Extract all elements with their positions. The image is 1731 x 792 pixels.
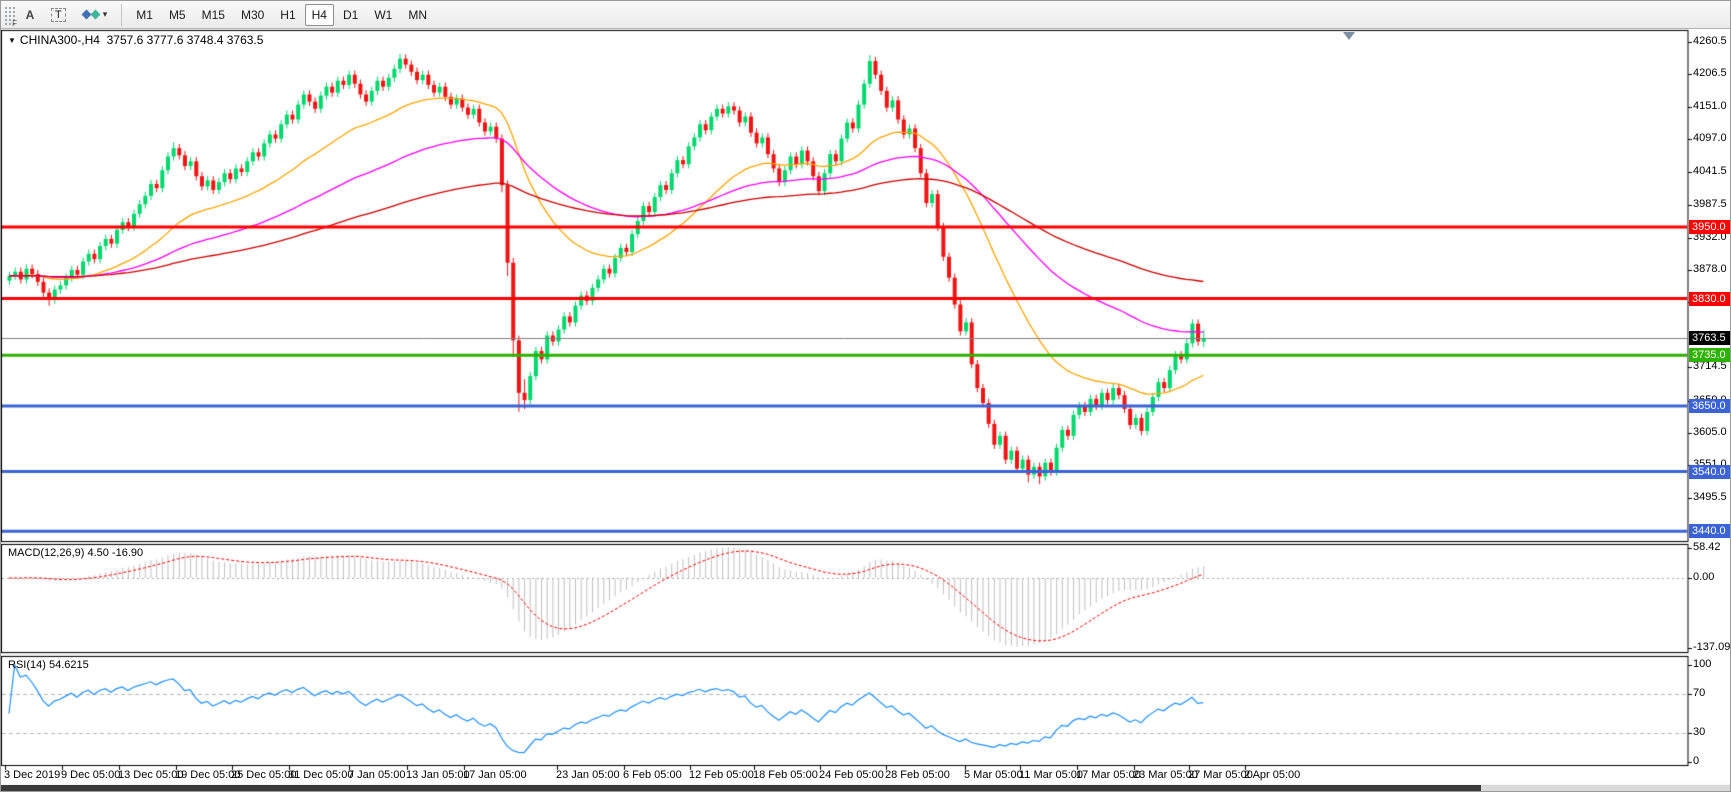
price-line-badge: 3540.0 xyxy=(1689,465,1730,479)
rsi-axis-tick: 100 xyxy=(1693,658,1712,670)
x-axis-label: 5 Mar 05:00 xyxy=(964,769,1023,781)
x-axis-label: 3 Dec 2019 xyxy=(4,769,61,781)
y-axis-tick: 3987.5 xyxy=(1693,198,1727,210)
current-price-badge: 3763.5 xyxy=(1689,331,1730,345)
y-axis-tick: 3932.0 xyxy=(1693,231,1727,243)
x-axis-label: 27 Mar 05:00 xyxy=(1188,769,1253,781)
x-axis-label: 17 Mar 05:00 xyxy=(1076,769,1141,781)
timeframe-button-m30[interactable]: M30 xyxy=(240,7,265,22)
macd-axis-tick: 58.42 xyxy=(1693,541,1721,553)
y-axis-tick: 3605.0 xyxy=(1693,426,1727,438)
x-axis-label: 11 Mar 05:00 xyxy=(1019,769,1084,781)
price-line-badge: 3735.0 xyxy=(1689,348,1730,362)
timeframe-button-h4[interactable]: H4 xyxy=(304,3,334,26)
symbol-period-label: CHINA300-,H4 xyxy=(19,33,100,47)
chart-toolbar: F A T ▾ M1 M5 M15 M30 H1 H4 D1 W1 MN xyxy=(1,1,1730,29)
panel-splitter[interactable] xyxy=(1,652,1688,656)
chart-title[interactable]: ▼ CHINA300-,H4 3757.6 3777.6 3748.4 3763.… xyxy=(8,33,263,47)
x-axis-label: 13 Jan 05:00 xyxy=(406,769,470,781)
rsi-axis-tick: 70 xyxy=(1693,687,1706,699)
text-label-icon[interactable]: T xyxy=(44,4,73,26)
timeframe-button-m5[interactable]: M5 xyxy=(168,7,186,22)
x-axis-label: 6 Feb 05:00 xyxy=(623,769,682,781)
x-axis-label: 23 Mar 05:00 xyxy=(1133,769,1198,781)
font-icon[interactable]: A xyxy=(25,7,35,22)
y-axis-tick: 3878.0 xyxy=(1693,263,1727,275)
macd-axis-tick: -137.09 xyxy=(1693,641,1731,653)
toolbar-separator xyxy=(121,3,123,26)
x-axis-label: 18 Feb 05:00 xyxy=(753,769,818,781)
x-axis-label: 25 Dec 05:00 xyxy=(231,769,297,781)
timeframe-button-mn[interactable]: MN xyxy=(408,7,427,22)
timeframe-button-m1[interactable]: M1 xyxy=(136,7,153,22)
x-axis-label: 23 Jan 05:00 xyxy=(556,769,620,781)
y-axis-tick: 3714.5 xyxy=(1693,360,1727,372)
x-axis-label: 12 Feb 05:00 xyxy=(689,769,754,781)
chevron-down-icon: ▾ xyxy=(102,9,108,19)
rsi-label: RSI(14) 54.6215 xyxy=(8,659,89,671)
x-axis-label: 31 Dec 05:00 xyxy=(288,769,354,781)
timeframe-button-m15[interactable]: M15 xyxy=(201,7,225,22)
y-axis-tick: 4151.0 xyxy=(1693,100,1727,112)
object-shape-icon xyxy=(90,9,101,20)
y-axis-tick: 4206.5 xyxy=(1693,67,1727,79)
chart-shift-marker[interactable] xyxy=(1343,32,1355,40)
x-axis-label: 28 Feb 05:00 xyxy=(885,769,950,781)
x-axis-label: 13 Dec 05:00 xyxy=(118,769,184,781)
price-line-badge: 3950.0 xyxy=(1689,220,1730,234)
timeframe-button-d1[interactable]: D1 xyxy=(342,7,359,22)
price-line-badge: 3650.0 xyxy=(1689,399,1730,413)
macd-axis-tick: 0.00 xyxy=(1693,571,1715,583)
rsi-axis-tick: 0 xyxy=(1693,755,1700,767)
y-axis-tick: 3495.5 xyxy=(1693,491,1727,503)
x-axis-label: 17 Jan 05:00 xyxy=(463,769,527,781)
price-line-badge: 3830.0 xyxy=(1689,292,1730,306)
timeframe-bar: M1 M5 M15 M30 H1 H4 D1 W1 MN xyxy=(128,3,435,26)
price-line-badge: 3440.0 xyxy=(1689,524,1730,538)
objects-dropdown-icon[interactable]: ▾ xyxy=(75,4,115,26)
panel-splitter[interactable] xyxy=(1,541,1688,545)
symbol-dropdown-icon[interactable]: ▼ xyxy=(8,36,16,45)
y-axis-tick: 4041.5 xyxy=(1693,165,1727,177)
x-axis-label: 24 Feb 05:00 xyxy=(819,769,884,781)
scrollbar-thumb[interactable] xyxy=(1,785,1481,791)
timeframe-button-w1[interactable]: W1 xyxy=(374,7,393,22)
timeframe-button-h1[interactable]: H1 xyxy=(280,7,296,22)
ohlc-values: 3757.6 3777.6 3748.4 3763.5 xyxy=(106,33,264,47)
macd-label: MACD(12,26,9) 4.50 -16.90 xyxy=(8,547,144,559)
toolbar-grip[interactable]: F xyxy=(3,4,17,28)
horizontal-scrollbar[interactable] xyxy=(1,785,1730,791)
x-axis-label: 7 Jan 05:00 xyxy=(348,769,406,781)
x-axis-label: 2 Apr 05:00 xyxy=(1244,769,1301,781)
x-axis-label: 9 Dec 05:00 xyxy=(61,769,121,781)
x-axis-label: 19 Dec 05:00 xyxy=(175,769,241,781)
y-axis-tick: 4260.5 xyxy=(1693,35,1727,47)
y-axis-tick: 4097.0 xyxy=(1693,132,1727,144)
rsi-axis-tick: 30 xyxy=(1693,726,1706,738)
